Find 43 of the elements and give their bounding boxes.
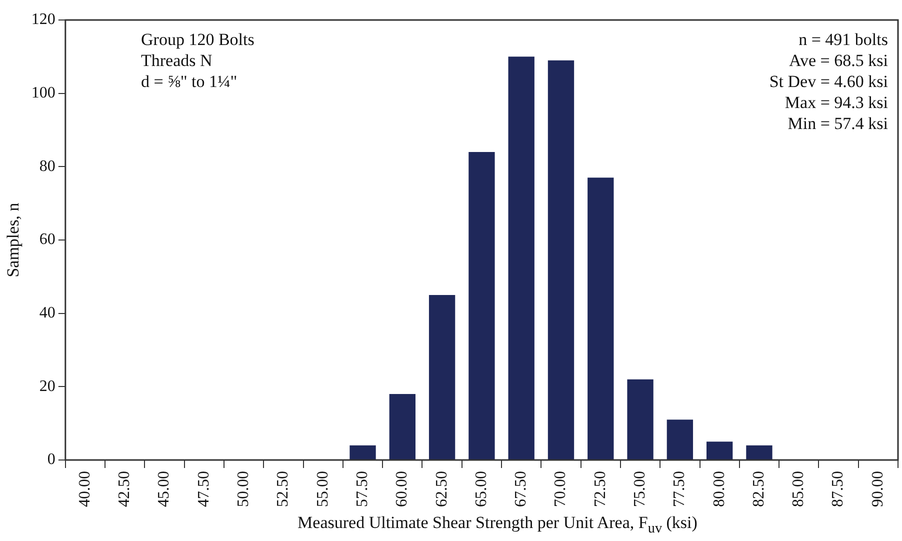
x-tick-label: 87.50 [830,471,847,507]
bar [548,60,574,460]
x-tick-label: 67.50 [512,471,530,507]
bar [389,394,416,460]
x-tick-label: 45.00 [156,471,173,507]
y-tick-label: 120 [31,11,56,28]
bar [666,420,694,460]
x-tick-label: 50.00 [235,471,252,507]
x-tick-label: 57.50 [354,471,371,507]
x-tick-label: 82.50 [750,471,768,507]
bar [428,295,456,460]
y-tick-label: 60 [39,231,56,248]
y-axis-title: Samples, n [4,202,23,278]
annotation: n = 491 bolts Ave = 68.5 ksi St Dev = 4.60 ksi Max = 94.3 ksi Min = 57.4 ksi [769,29,888,134]
x-tick-label: 65.00 [472,471,490,507]
x-tick-label: 75.00 [631,471,648,507]
x-tick-label: 80.00 [710,471,728,507]
y-tick-label: 100 [31,84,56,102]
y-tick-label: 80 [39,158,56,175]
x-tick-label: 55.00 [314,471,332,507]
x-tick-label: 85.00 [790,471,808,507]
x-tick-label: 60.00 [394,471,411,507]
bar [706,442,733,460]
x-axis-title: Measured Ultimate Shear Strength per Unit Area, F$_{uv}$ (ksi) [296,513,698,538]
bar [468,152,495,460]
bar [746,445,772,460]
annotation: Group 120 Bolts Threads N d = ⅝" to 1¼" [141,29,254,92]
y-tick-label: 20 [39,378,56,395]
x-tick-label: 90.00 [869,471,886,507]
bar [627,379,654,460]
y-tick-label: 40 [39,304,56,322]
x-tick-label: 52.50 [274,471,292,507]
y-tick-label: 0 [47,451,56,468]
bar [350,445,376,460]
x-tick-label: 72.50 [592,471,609,507]
x-tick-label: 77.50 [671,471,688,507]
x-tick-label: 42.50 [116,471,134,507]
x-tick-label: 62.50 [433,471,450,507]
x-tick-label: 47.50 [195,471,212,507]
bar [508,56,534,460]
x-tick-label: 40.00 [76,471,94,507]
bar [588,178,614,460]
x-tick-label: 70.00 [552,471,570,507]
